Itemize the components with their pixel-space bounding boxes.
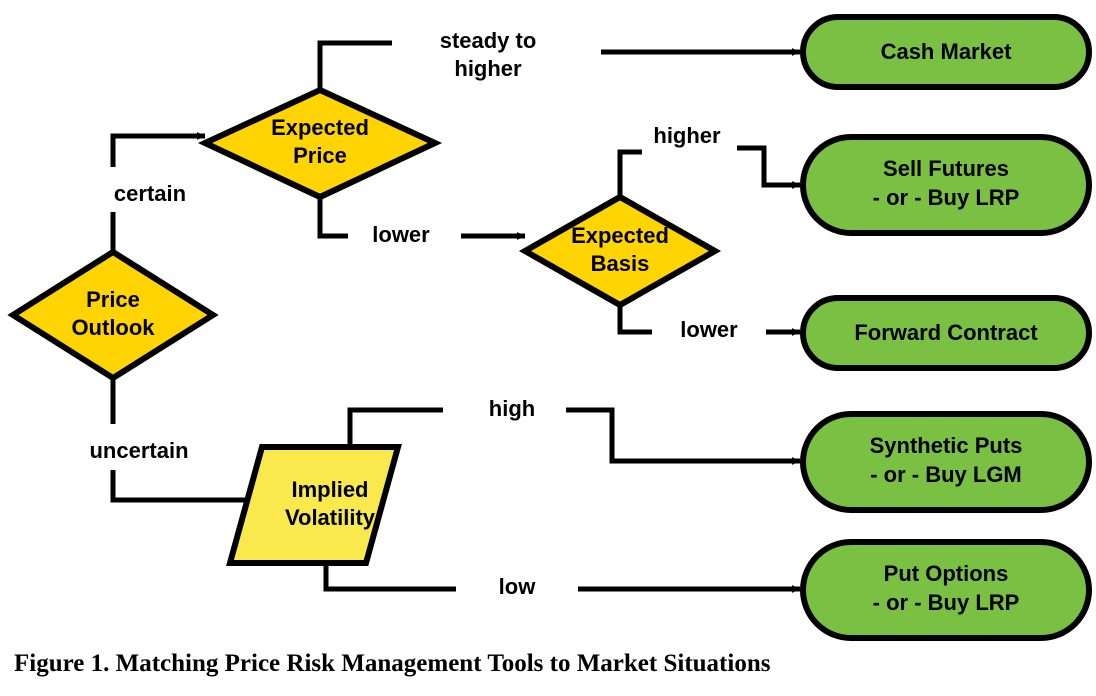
implied-volatility-label-line2: Volatility [285, 505, 376, 530]
edge-lower-price-seg1 [317, 197, 348, 239]
edge-steady-to-higher: steady to higher [317, 28, 801, 90]
edge-certain-label: certain [114, 181, 186, 206]
edge-uncertain-label: uncertain [89, 438, 188, 463]
synthetic-puts-label-line2: - or - Buy LGM [870, 462, 1022, 487]
edge-lower-basis: lower [617, 305, 801, 342]
node-forward-contract[interactable]: Forward Contract [800, 295, 1092, 371]
sell-futures-label-line2: - or - Buy LRP [873, 185, 1020, 210]
node-expected-price[interactable]: Expected Price [197, 86, 443, 201]
edge-uncertain-seg2 [110, 470, 257, 504]
put-options-pill[interactable] [800, 539, 1092, 641]
price-outlook-diamond[interactable] [7, 248, 219, 382]
expected-price-label-line1: Expected [271, 115, 369, 140]
node-synthetic-puts[interactable]: Synthetic Puts - or - Buy LGM [800, 411, 1092, 513]
node-price-outlook[interactable]: Price Outlook [7, 248, 219, 382]
edge-higher-basis: higher [617, 123, 801, 197]
edge-high-vol-label: high [489, 396, 535, 421]
expected-basis-diamond[interactable] [518, 193, 722, 309]
node-cash-market[interactable]: Cash Market [800, 14, 1092, 90]
synthetic-puts-label-line1: Synthetic Puts [870, 433, 1023, 458]
edge-steady-label-line1: steady to [440, 28, 537, 53]
edge-higher-basis-seg2 [737, 145, 801, 189]
price-outlook-label-line2: Outlook [71, 315, 155, 340]
implied-volatility-label-line1: Implied [291, 477, 368, 502]
forward-contract-pill[interactable] [800, 295, 1092, 371]
edge-steady-label-line2: higher [454, 56, 522, 81]
node-expected-basis[interactable]: Expected Basis [518, 193, 722, 309]
price-outlook-label-line1: Price [86, 287, 140, 312]
edge-certain-seg2 [110, 132, 206, 167]
flowchart-svg: certain uncertain steady to higher lower… [7, 14, 1092, 641]
expected-basis-label-line1: Expected [571, 223, 669, 248]
put-options-label-line1: Put Options [884, 561, 1009, 586]
edge-lower-basis-label: lower [680, 317, 738, 342]
edge-high-vol-seg2 [566, 407, 801, 465]
edge-lower-basis-seg1 [617, 305, 652, 335]
edge-steady-seg1 [317, 40, 392, 90]
cash-market-label-line1: Cash Market [881, 39, 1013, 64]
edge-low-vol-label: low [499, 574, 537, 599]
implied-volatility-parallelogram[interactable] [226, 444, 402, 566]
node-implied-volatility[interactable]: Implied Volatility [226, 444, 402, 566]
node-sell-futures[interactable]: Sell Futures - or - Buy LRP [800, 134, 1092, 236]
edge-high-vol: high [347, 396, 801, 465]
node-put-options[interactable]: Put Options - or - Buy LRP [800, 539, 1092, 641]
edge-uncertain: uncertain [89, 378, 257, 504]
sell-futures-label-line1: Sell Futures [883, 156, 1009, 181]
synthetic-puts-pill[interactable] [800, 411, 1092, 513]
edge-higher-basis-label: higher [653, 123, 721, 148]
expected-basis-label-line2: Basis [591, 251, 650, 276]
expected-price-label-line2: Price [293, 143, 347, 168]
sell-futures-pill[interactable] [800, 134, 1092, 236]
cash-market-pill[interactable] [800, 14, 1092, 90]
put-options-label-line2: - or - Buy LRP [873, 590, 1020, 615]
forward-contract-label-line1: Forward Contract [854, 320, 1038, 345]
edge-higher-basis-seg1 [617, 149, 642, 197]
edge-low-vol: low [323, 563, 801, 599]
edge-low-vol-seg1 [323, 563, 456, 592]
figure-caption: Figure 1. Matching Price Risk Management… [14, 650, 771, 677]
expected-price-diamond[interactable] [197, 86, 443, 201]
edge-lower-price-label: lower [372, 222, 430, 247]
edge-high-vol-seg1 [347, 407, 443, 447]
edge-lower-price: lower [317, 197, 526, 247]
edge-certain: certain [110, 132, 206, 252]
